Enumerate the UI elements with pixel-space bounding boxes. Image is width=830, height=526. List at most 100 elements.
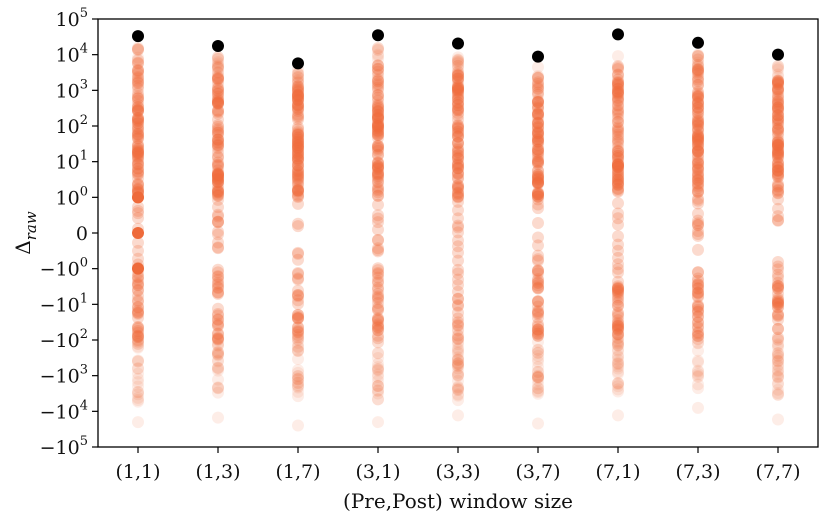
data-point [612, 319, 624, 332]
data-point [692, 64, 704, 77]
data-point [532, 349, 544, 362]
data-point [452, 86, 464, 99]
data-point [212, 126, 224, 139]
data-point [452, 353, 464, 366]
data-point [212, 61, 224, 74]
data-point [452, 179, 464, 192]
data-point [692, 134, 704, 147]
data-point [212, 319, 224, 332]
data-point [372, 111, 384, 124]
data-point [372, 112, 384, 125]
data-point [772, 146, 784, 159]
data-point [292, 289, 304, 302]
data-point [692, 60, 704, 73]
data-point [532, 323, 544, 336]
data-point [132, 98, 144, 111]
data-point [372, 268, 384, 281]
data-point [772, 158, 784, 171]
data-point [612, 328, 624, 341]
data-point [612, 282, 624, 295]
data-point [372, 276, 384, 289]
data-point [292, 94, 304, 107]
y-tick-exponent: 3 [80, 363, 88, 378]
data-point [212, 85, 224, 98]
data-point [692, 119, 704, 132]
data-point [132, 92, 144, 105]
max-point [292, 57, 304, 70]
data-point [372, 347, 384, 360]
data-point [612, 336, 624, 349]
data-point [292, 151, 304, 164]
data-point [692, 364, 704, 377]
data-point [612, 335, 624, 348]
y-tick-base: 10 [56, 187, 80, 209]
data-point [772, 210, 784, 223]
data-point [772, 90, 784, 103]
data-point [772, 74, 784, 87]
data-point [292, 68, 304, 81]
data-point [132, 113, 144, 126]
data-point [452, 69, 464, 82]
data-point [292, 333, 304, 346]
y-axis: 1051041031021011000−100−101−102−103−104−… [40, 6, 98, 459]
data-point [292, 310, 304, 323]
data-point [612, 281, 624, 294]
data-point [212, 287, 224, 300]
data-point [132, 391, 144, 404]
data-point [372, 209, 384, 222]
data-point [452, 161, 464, 174]
data-point [692, 287, 704, 300]
data-point [132, 158, 144, 171]
data-point [692, 316, 704, 329]
data-point [612, 176, 624, 189]
data-point [532, 382, 544, 395]
data-point [292, 149, 304, 162]
data-point [532, 61, 544, 74]
data-point [132, 244, 144, 257]
data-point [532, 371, 544, 384]
data-point [212, 173, 224, 186]
data-point [692, 110, 704, 123]
data-point [532, 281, 544, 294]
data-point [452, 54, 464, 67]
data-point [292, 341, 304, 354]
data-point [692, 117, 704, 130]
data-point [772, 82, 784, 95]
data-point [612, 128, 624, 141]
data-point [772, 364, 784, 377]
data-point [212, 70, 224, 83]
data-point [372, 127, 384, 140]
data-point [612, 282, 624, 295]
data-point [292, 159, 304, 172]
data-point [292, 326, 304, 339]
data-point [532, 267, 544, 280]
y-tick-label: 100 [56, 184, 88, 209]
data-point [452, 143, 464, 156]
data-point [292, 220, 304, 233]
data-point [532, 274, 544, 287]
data-point [212, 354, 224, 367]
y-axis-label-main: Δ [11, 240, 35, 254]
data-point [532, 174, 544, 187]
data-point [292, 184, 304, 197]
data-point [452, 382, 464, 395]
data-point [532, 231, 544, 244]
data-point [452, 152, 464, 165]
data-point [452, 333, 464, 346]
data-point [372, 379, 384, 392]
data-point [212, 146, 224, 159]
data-point [292, 372, 304, 385]
data-point [372, 162, 384, 175]
data-point [132, 63, 144, 76]
data-point [532, 116, 544, 129]
data-point [532, 155, 544, 168]
distribution-2 [212, 51, 224, 424]
data-point [692, 157, 704, 170]
data-point [132, 300, 144, 313]
data-point [292, 266, 304, 279]
data-point [532, 371, 544, 384]
data-point [132, 395, 144, 408]
data-point [372, 104, 384, 117]
data-point [372, 48, 384, 61]
data-point [292, 85, 304, 98]
